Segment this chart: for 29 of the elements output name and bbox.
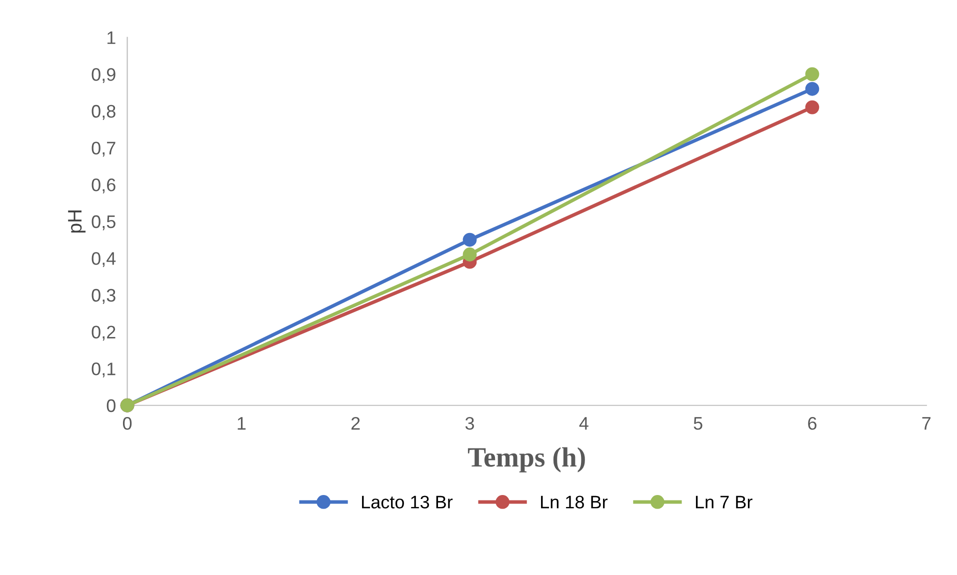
y-tick-label: 0,2 [92, 326, 116, 341]
point [462, 232, 477, 247]
x-axis-title: Temps (h) [468, 447, 585, 472]
x-tick-label: 5 [694, 417, 702, 430]
x-tick-label: 1 [238, 417, 246, 430]
x-tick-label: 3 [465, 416, 474, 430]
legend-label: Ln 7 Br [696, 496, 752, 508]
legend-label: Ln 18 Br [541, 496, 608, 508]
legend-label: Lacto 13 Br [362, 496, 453, 508]
point [805, 100, 820, 114]
y-tick-label: 0,4 [92, 252, 116, 268]
y-tick-label: 0,3 [92, 288, 116, 304]
x-tick-label: 4 [579, 417, 588, 430]
x-tick-label: 6 [808, 416, 816, 430]
x-tick-label: 0 [122, 416, 132, 430]
y-tick-label: 0,5 [92, 215, 116, 230]
y-tick-label: 0,6 [92, 178, 116, 194]
x-tick-label: 2 [351, 416, 360, 430]
y-tick-label: 0,9 [92, 68, 116, 84]
y-tick-label: 0,8 [92, 104, 116, 120]
point [462, 248, 477, 262]
y-tick-label: 0,7 [92, 142, 116, 157]
y-axis-title: pH [68, 210, 86, 233]
point [805, 67, 820, 82]
y-tick-label: 1 [108, 31, 116, 44]
y-tick-label: 0 [106, 399, 116, 412]
y-tick-label: 0,1 [92, 362, 116, 378]
point [805, 82, 820, 96]
x-tick-label: 7 [922, 417, 930, 430]
